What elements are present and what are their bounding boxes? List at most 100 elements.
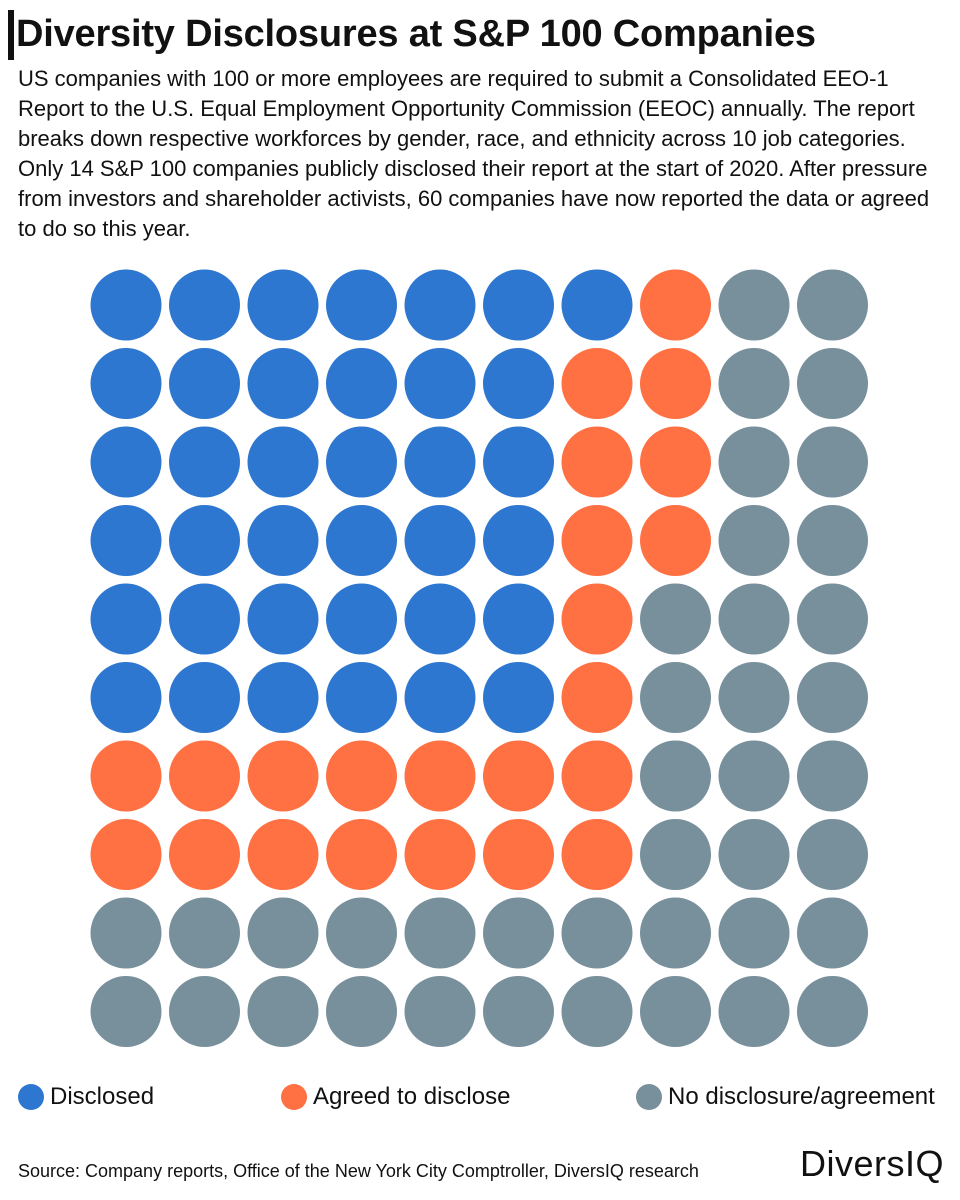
waffle-cell-none	[718, 976, 790, 1047]
waffle-cell-disclosed	[169, 662, 240, 733]
waffle-cell-disclosed	[483, 348, 554, 419]
waffle-cell-disclosed	[90, 348, 162, 419]
waffle-cell-none	[797, 505, 868, 576]
waffle-cell-disclosed	[404, 426, 476, 498]
waffle-cell-disclosed	[483, 662, 554, 733]
legend-label-agreed: Agreed to disclose	[313, 1083, 511, 1110]
waffle-cell-none	[247, 897, 319, 969]
waffle-cell-agreed	[640, 348, 711, 419]
waffle-cell-disclosed	[326, 426, 397, 498]
waffle-cell-agreed	[483, 740, 554, 812]
waffle-cell-agreed	[561, 662, 633, 733]
legend-label-none: No disclosure/agreement	[668, 1083, 935, 1110]
waffle-cell-none	[90, 897, 162, 969]
waffle-cell-agreed	[169, 740, 240, 812]
waffle-cell-none	[483, 897, 554, 969]
waffle-cell-none	[169, 897, 240, 969]
waffle-cell-disclosed	[404, 662, 476, 733]
waffle-cell-none	[326, 897, 397, 969]
waffle-cell-none	[797, 740, 868, 812]
waffle-cell-agreed	[561, 583, 633, 655]
waffle-cell-disclosed	[90, 269, 162, 341]
waffle-cell-agreed	[483, 819, 554, 890]
waffle-cell-none	[718, 269, 790, 341]
waffle-cell-disclosed	[326, 269, 397, 341]
legend-item-disclosed: Disclosed	[18, 1080, 154, 1114]
legend-swatch-disclosed	[18, 1084, 44, 1110]
waffle-cell-none	[797, 348, 868, 419]
waffle-cell-disclosed	[561, 269, 633, 341]
waffle-cell-disclosed	[483, 505, 554, 576]
waffle-cell-none	[640, 897, 711, 969]
brand-logo: DiversIQ	[799, 1143, 944, 1184]
waffle-cell-disclosed	[404, 348, 476, 419]
waffle-cell-disclosed	[169, 426, 240, 498]
waffle-cell-none	[247, 976, 319, 1047]
waffle-cell-none	[561, 976, 633, 1047]
waffle-cell-disclosed	[169, 583, 240, 655]
waffle-cell-agreed	[404, 740, 476, 812]
waffle-cell-agreed	[247, 740, 319, 812]
waffle-cell-none	[640, 819, 711, 890]
waffle-cell-disclosed	[247, 662, 319, 733]
waffle-cell-disclosed	[169, 269, 240, 341]
chart-legend: Disclosed Agreed to disclose No disclosu…	[0, 1080, 960, 1114]
waffle-cell-disclosed	[404, 269, 476, 341]
waffle-cell-none	[640, 740, 711, 812]
waffle-cell-none	[797, 583, 868, 655]
waffle-cell-agreed	[561, 426, 633, 498]
waffle-cell-disclosed	[326, 662, 397, 733]
waffle-cell-none	[483, 976, 554, 1047]
waffle-cell-disclosed	[483, 426, 554, 498]
waffle-cell-disclosed	[326, 583, 397, 655]
waffle-cell-disclosed	[247, 269, 319, 341]
waffle-cell-none	[561, 897, 633, 969]
waffle-cell-none	[797, 897, 868, 969]
waffle-cell-disclosed	[404, 505, 476, 576]
waffle-cell-disclosed	[90, 426, 162, 498]
waffle-cell-none	[718, 897, 790, 969]
waffle-cell-none	[718, 583, 790, 655]
waffle-cell-agreed	[247, 819, 319, 890]
waffle-cell-disclosed	[247, 348, 319, 419]
waffle-cell-agreed	[640, 505, 711, 576]
waffle-cell-none	[718, 819, 790, 890]
waffle-cell-none	[640, 662, 711, 733]
waffle-cell-none	[718, 740, 790, 812]
waffle-cell-agreed	[90, 819, 162, 890]
waffle-cell-disclosed	[169, 348, 240, 419]
waffle-cell-agreed	[169, 819, 240, 890]
waffle-cell-none	[797, 976, 868, 1047]
waffle-cell-agreed	[561, 348, 633, 419]
waffle-cell-disclosed	[90, 662, 162, 733]
chart-description: US companies with 100 or more employees …	[18, 66, 930, 241]
waffle-cell-disclosed	[483, 583, 554, 655]
waffle-cell-disclosed	[326, 348, 397, 419]
waffle-cell-agreed	[561, 505, 633, 576]
waffle-cell-none	[797, 819, 868, 890]
waffle-cell-none	[718, 662, 790, 733]
waffle-cell-agreed	[404, 819, 476, 890]
waffle-cell-none	[718, 426, 790, 498]
waffle-cell-agreed	[561, 740, 633, 812]
waffle-cell-disclosed	[326, 505, 397, 576]
waffle-cell-none	[797, 426, 868, 498]
waffle-cell-disclosed	[90, 505, 162, 576]
waffle-cell-disclosed	[247, 583, 319, 655]
waffle-cell-none	[797, 269, 868, 341]
waffle-cell-disclosed	[90, 583, 162, 655]
waffle-cell-disclosed	[169, 505, 240, 576]
waffle-cell-disclosed	[247, 426, 319, 498]
waffle-cell-disclosed	[404, 583, 476, 655]
legend-swatch-agreed	[281, 1084, 307, 1110]
waffle-cell-none	[640, 583, 711, 655]
waffle-cell-agreed	[326, 740, 397, 812]
waffle-cell-agreed	[640, 269, 711, 341]
waffle-cell-agreed	[326, 819, 397, 890]
chart-title: Diversity Disclosures at S&P 100 Compani…	[16, 13, 816, 55]
waffle-cell-agreed	[640, 426, 711, 498]
waffle-cell-none	[640, 976, 711, 1047]
title-accent-bar	[8, 10, 14, 60]
legend-item-agreed: Agreed to disclose	[281, 1080, 510, 1114]
waffle-cell-disclosed	[483, 269, 554, 341]
